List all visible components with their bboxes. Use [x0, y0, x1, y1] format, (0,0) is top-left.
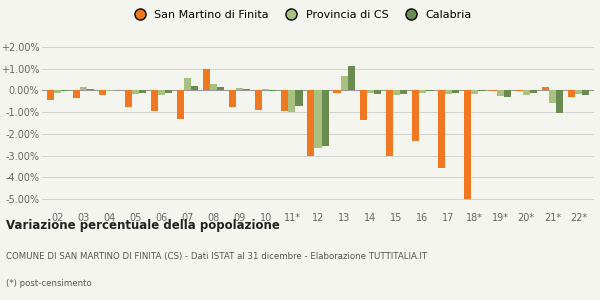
Bar [87, 89, 94, 90]
Bar [400, 90, 407, 94]
Bar [177, 90, 184, 119]
Bar [47, 90, 54, 100]
Bar [211, 84, 217, 90]
Bar [281, 90, 289, 111]
Bar [464, 90, 471, 199]
Bar [542, 87, 549, 90]
Bar [575, 90, 582, 94]
Bar [106, 90, 113, 92]
Bar [392, 90, 400, 95]
Bar [556, 90, 563, 113]
Bar [523, 90, 530, 95]
Text: (*) post-censimento: (*) post-censimento [6, 279, 92, 288]
Bar [452, 90, 459, 93]
Bar [490, 90, 497, 92]
Bar [367, 90, 374, 93]
Bar [262, 89, 269, 90]
Bar [54, 90, 61, 93]
Bar [125, 90, 132, 107]
Bar [158, 90, 165, 95]
Text: COMUNE DI SAN MARTINO DI FINITA (CS) - Dati ISTAT al 31 dicembre - Elaborazione : COMUNE DI SAN MARTINO DI FINITA (CS) - D… [6, 252, 427, 261]
Bar [412, 90, 419, 142]
Legend: San Martino di Finita, Provincia di CS, Calabria: San Martino di Finita, Provincia di CS, … [124, 6, 476, 24]
Bar [445, 90, 452, 94]
Bar [516, 90, 523, 92]
Bar [497, 90, 504, 96]
Bar [341, 76, 347, 90]
Bar [582, 90, 589, 95]
Bar [334, 90, 341, 93]
Bar [322, 90, 329, 146]
Bar [307, 90, 314, 156]
Bar [244, 89, 250, 90]
Bar [549, 90, 556, 104]
Bar [289, 90, 295, 112]
Bar [419, 90, 425, 93]
Bar [99, 90, 106, 95]
Bar [80, 87, 87, 90]
Bar [374, 90, 380, 94]
Bar [359, 90, 367, 120]
Bar [425, 90, 433, 92]
Bar [132, 90, 139, 94]
Bar [61, 90, 68, 92]
Bar [347, 67, 355, 90]
Bar [203, 69, 211, 90]
Bar [269, 90, 277, 92]
Bar [165, 90, 172, 93]
Bar [139, 90, 146, 93]
Bar [217, 87, 224, 90]
Bar [151, 90, 158, 111]
Bar [568, 90, 575, 97]
Bar [471, 90, 478, 94]
Bar [229, 90, 236, 107]
Bar [386, 90, 392, 156]
Bar [437, 90, 445, 168]
Bar [184, 78, 191, 90]
Bar [478, 90, 485, 92]
Bar [295, 90, 302, 106]
Bar [314, 90, 322, 148]
Bar [73, 90, 80, 98]
Text: Variazione percentuale della popolazione: Variazione percentuale della popolazione [6, 219, 280, 232]
Bar [256, 90, 262, 110]
Bar [530, 90, 537, 93]
Bar [236, 88, 244, 90]
Bar [504, 90, 511, 97]
Bar [191, 86, 199, 90]
